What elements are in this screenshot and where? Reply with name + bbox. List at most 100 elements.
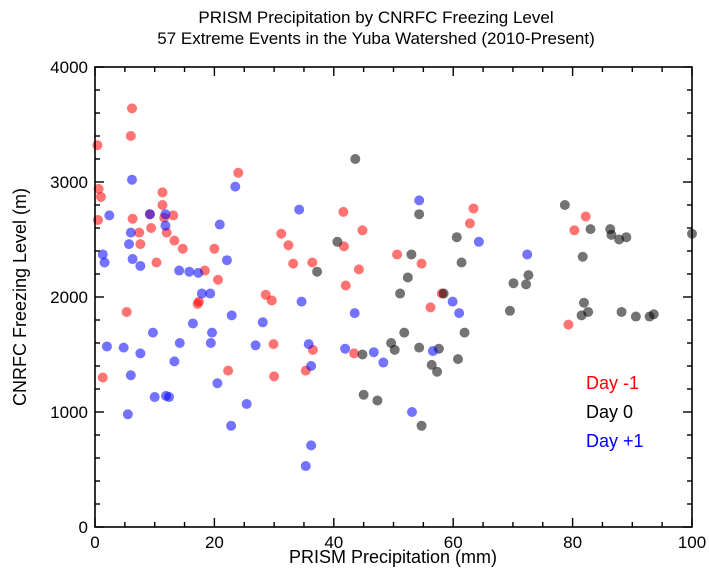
legend-entry: Day +1 [586, 431, 644, 451]
legend: Day -1 Day 0 Day +1 [586, 373, 644, 451]
legend-entry: Day -1 [586, 373, 639, 393]
data-point-series-0 [127, 213, 138, 224]
data-point-series-1 [452, 354, 463, 365]
data-point-series-2 [99, 257, 110, 268]
data-point-series-1 [451, 232, 462, 243]
data-point-series-2 [118, 342, 129, 353]
data-point-series-2 [135, 348, 146, 359]
data-point-series-0 [93, 183, 104, 194]
chart-title: PRISM Precipitation by CNRFC Freezing Le… [198, 8, 553, 27]
data-point-series-1 [312, 266, 323, 277]
x-tick-label: 20 [205, 533, 224, 552]
data-points [92, 103, 697, 472]
data-point-series-2 [164, 392, 175, 403]
data-point-series-1 [578, 297, 589, 308]
data-point-series-2 [296, 296, 307, 307]
data-point-series-2 [149, 392, 160, 403]
data-point-series-0 [151, 257, 162, 268]
data-point-series-1 [372, 395, 383, 406]
data-point-series-1 [577, 251, 588, 262]
y-axis-label: CNRFC Freezing Level (m) [10, 188, 30, 406]
data-point-series-2 [250, 340, 261, 351]
data-point-series-0 [97, 372, 108, 383]
data-point-series-2 [144, 209, 155, 220]
data-point-series-2 [160, 209, 171, 220]
legend-entry: Day 0 [586, 402, 633, 422]
data-point-series-2 [447, 296, 458, 307]
y-tick-label: 4000 [50, 58, 88, 77]
data-point-series-0 [95, 191, 106, 202]
x-tick-label: 40 [324, 533, 343, 552]
data-point-series-0 [283, 240, 294, 251]
data-point-series-1 [521, 279, 532, 290]
data-point-series-2 [187, 318, 198, 329]
x-tick-label: 0 [90, 533, 99, 552]
data-point-series-1 [606, 229, 617, 240]
data-point-series-0 [135, 239, 146, 250]
data-point-series-1 [559, 200, 570, 210]
data-point-series-1 [358, 389, 369, 400]
data-point-series-0 [209, 243, 220, 254]
data-point-series-2 [241, 398, 252, 409]
data-point-series-0 [168, 210, 179, 221]
data-point-series-1 [616, 306, 627, 317]
data-point-series-0 [563, 319, 574, 330]
data-point-series-2 [368, 347, 379, 358]
data-point-series-2 [205, 338, 216, 348]
data-point-series-0 [580, 211, 591, 222]
data-point-series-2 [212, 378, 223, 389]
data-point-series-1 [583, 306, 594, 317]
data-point-series-2 [522, 249, 533, 260]
data-point-series-1 [621, 232, 632, 243]
data-point-series-0 [392, 249, 403, 260]
data-point-series-0 [127, 103, 138, 114]
data-point-series-2 [160, 220, 171, 231]
data-point-series-1 [459, 327, 470, 338]
data-point-series-1 [389, 344, 400, 355]
data-point-series-0 [569, 225, 580, 236]
data-point-series-0 [349, 348, 360, 359]
data-point-series-2 [184, 266, 195, 277]
data-point-series-2 [230, 181, 241, 192]
data-point-series-2 [196, 288, 207, 299]
x-axis-label: PRISM Precipitation (mm) [289, 547, 497, 567]
x-tick-label: 80 [563, 533, 582, 552]
y-tick-label: 0 [79, 518, 88, 537]
data-point-series-1 [456, 257, 467, 268]
data-point-series-1 [332, 236, 343, 247]
data-point-series-2 [414, 195, 425, 206]
data-point-series-1 [504, 305, 515, 316]
data-point-series-0 [266, 295, 277, 306]
data-point-series-0 [307, 257, 318, 268]
data-point-series-2 [407, 407, 418, 417]
data-point-series-2 [174, 338, 185, 348]
data-point-series-0 [157, 187, 168, 198]
data-point-series-0 [233, 167, 244, 178]
data-point-series-1 [416, 420, 427, 431]
data-point-series-2 [97, 249, 108, 260]
data-point-series-1 [414, 342, 425, 353]
data-point-series-2 [473, 236, 484, 247]
data-point-series-0 [276, 228, 287, 239]
data-point-series-1 [523, 270, 534, 281]
data-point-series-2 [340, 343, 351, 354]
data-point-series-0 [468, 203, 479, 214]
data-point-series-2 [207, 327, 218, 338]
data-point-series-2 [303, 339, 314, 350]
data-point-series-2 [294, 204, 305, 215]
data-point-series-2 [221, 255, 232, 266]
data-point-series-2 [174, 265, 185, 276]
data-point-series-0 [288, 258, 299, 269]
data-point-series-0 [121, 306, 132, 317]
data-point-series-1 [395, 288, 406, 299]
data-point-series-0 [464, 218, 475, 229]
data-point-series-0 [92, 140, 103, 151]
data-point-series-2 [135, 260, 146, 271]
data-point-series-2 [306, 440, 317, 451]
data-point-series-1 [406, 249, 417, 260]
x-tick-label: 60 [444, 533, 463, 552]
data-point-series-0 [134, 227, 145, 238]
data-point-series-2 [125, 370, 136, 381]
data-point-series-1 [402, 272, 413, 283]
